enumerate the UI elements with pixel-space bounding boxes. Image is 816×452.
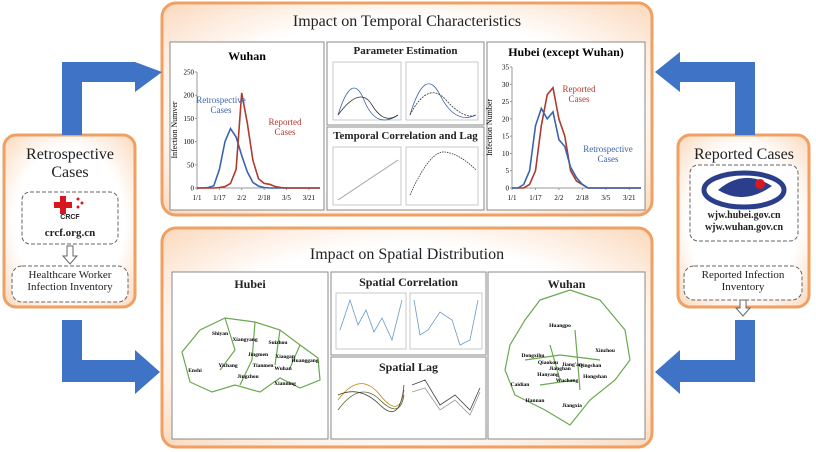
x-tick-label: 3/5 (282, 194, 291, 202)
map-label: Qingshan (579, 363, 602, 369)
down-arrow (734, 299, 752, 317)
x-tick-label: 3/21 (623, 194, 636, 202)
map-label: Hongshan (583, 374, 607, 380)
x-tick-label: 1/17 (529, 194, 542, 202)
box-title: Reported Cases (694, 146, 794, 163)
red-cross (54, 196, 84, 214)
y-axis-label: Infection Number (485, 99, 494, 156)
panel (326, 126, 485, 211)
x-tick-label: 2/18 (576, 194, 589, 202)
section-title: Impact on Temporal Characteristics (292, 13, 522, 30)
x-tick-label: 2/2 (237, 194, 246, 202)
source: wjw.wuhan.gov.cn (704, 222, 784, 233)
y-tick-label: 15 (502, 133, 510, 141)
series-line (197, 92, 320, 189)
panel-title: Parameter Estimation (353, 45, 458, 57)
y-tick-label: 150 (184, 115, 195, 123)
panel-title: Hubei (234, 277, 266, 291)
map-label: Xianning (274, 381, 296, 387)
map-label: Enshi (188, 368, 202, 374)
x-tick-label: 3/21 (303, 194, 316, 202)
map-label: Hanyang (537, 372, 559, 378)
y-tick-label: 200 (184, 92, 195, 100)
panel (330, 356, 487, 440)
panel-title: Temporal Correlation and Lag (333, 130, 478, 142)
inventory-box (11, 265, 129, 303)
x-tick-label: 2/2 (554, 194, 563, 202)
arrow (62, 320, 160, 394)
inventory: Healthcare Worker Infection Inventory (27, 269, 113, 294)
source: crcf.org.cn (44, 227, 96, 239)
panel (171, 271, 329, 440)
y-tick-label: 0 (506, 185, 510, 193)
series-label: Reported Cases (562, 84, 596, 104)
panel (486, 41, 646, 211)
y-tick-label: 50 (187, 161, 195, 169)
series-label: Retrospective Cases (196, 95, 246, 115)
arrow (655, 52, 755, 135)
y-tick-label: 250 (184, 69, 195, 77)
map-label: Caidian (511, 382, 530, 388)
series-label: Retrospective Cases (583, 144, 633, 164)
section-title: Impact on Spatial Distribution (309, 246, 505, 263)
y-tick-label: 20 (502, 115, 510, 123)
panel (330, 271, 487, 356)
map-label: Yichang (218, 363, 238, 369)
map-outline (181, 289, 631, 426)
y-tick-label: 35 (502, 64, 510, 72)
y-tick-label: 100 (184, 138, 195, 146)
cdc-logo (701, 170, 787, 210)
down-arrow (61, 245, 79, 265)
map-label: Wuchang (556, 378, 579, 384)
x-tick-label: 1/17 (213, 194, 226, 202)
map-label: Dongxihu (522, 353, 545, 359)
x-tick-label: 3/5 (601, 194, 610, 202)
map-label: Huanggang (291, 358, 318, 364)
map-label: Hannan (526, 398, 545, 404)
panel-title: Spatial Correlation (359, 275, 458, 289)
series-label: Reported Cases (268, 117, 302, 137)
map-label: Xiaogan (275, 354, 295, 360)
x-tick-label: 2/18 (258, 194, 271, 202)
x-tick-label: 1/1 (193, 194, 202, 202)
mini-charts (332, 61, 483, 416)
map-label: Jingzhou (237, 374, 258, 380)
arrow (62, 62, 135, 135)
map-label: Xiangyang (232, 337, 258, 343)
map-label: Wuhan (274, 366, 291, 372)
logo-box (21, 191, 119, 245)
map-label: Jiangxia (562, 403, 582, 409)
y-tick-label: 10 (502, 150, 510, 158)
map-label: Huangpo (549, 323, 571, 329)
arrow (62, 62, 162, 135)
panel-title: Spatial Lag (378, 360, 438, 374)
map-label: Jiang'an (562, 362, 582, 368)
y-axis-label: Infection Numver (170, 101, 179, 158)
map-label: Shiyan (212, 331, 228, 337)
x-tick-label: 1/1 (508, 194, 517, 202)
map-label: Xinzhou (595, 348, 615, 354)
y-tick-label: 5 (506, 167, 510, 175)
y-tick-label: 0 (191, 185, 195, 193)
box-title: Retrospective Cases (26, 146, 114, 181)
panel-title: Wuhan (547, 277, 586, 291)
map-label: Jianghan (549, 366, 571, 372)
inventory: Reported Infection Inventory (701, 269, 785, 294)
chart-title: Hubei (except Wuhan) (508, 45, 624, 59)
series-line (512, 106, 641, 189)
map-label: Tianmen (253, 363, 274, 369)
logo-text: CRCF (60, 214, 80, 221)
arrow (655, 320, 755, 394)
map-label: Jingmen (248, 352, 268, 358)
map-label: Qiaokou (538, 360, 558, 366)
y-tick-label: 30 (502, 81, 510, 89)
source: wjw.hubei.gov.cn (707, 210, 781, 221)
map-label: Suizhou (269, 340, 288, 346)
y-tick-label: 25 (502, 98, 510, 106)
chart-title: Wuhan (228, 49, 266, 63)
